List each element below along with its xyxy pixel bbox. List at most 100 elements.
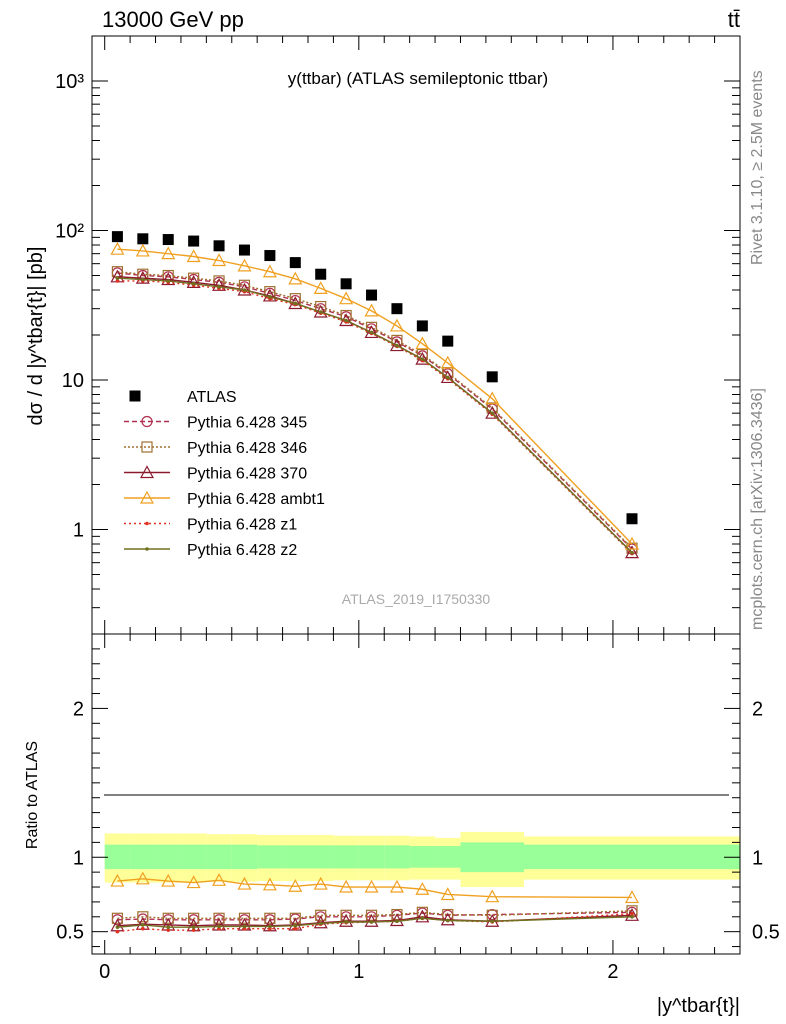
- data-point: [268, 295, 272, 299]
- data-point: [626, 513, 638, 525]
- data-point: [313, 915, 328, 929]
- uncertainty-band-inner: [130, 844, 156, 870]
- main-x-ticks: [104, 36, 741, 634]
- y-tick-label: 0.5: [752, 922, 780, 944]
- data-point: [420, 916, 425, 921]
- data-point: [141, 923, 145, 927]
- y-tick-label: 1: [752, 847, 763, 869]
- data-point: [115, 279, 120, 283]
- data-point: [166, 925, 171, 930]
- data-point: [191, 925, 196, 930]
- data-point: [366, 289, 378, 301]
- uncertainty-band-inner: [180, 844, 207, 870]
- data-point: [135, 243, 150, 257]
- data-point: [212, 278, 227, 291]
- data-point: [212, 253, 227, 267]
- series-pythia-6-428-ambt1: [110, 241, 640, 550]
- main-ylabel: dσ / d |y^tbar{t}| [pb]: [25, 247, 47, 426]
- data-point: [161, 272, 176, 286]
- data-point: [262, 918, 277, 932]
- data-point: [364, 303, 379, 317]
- data-point: [369, 330, 374, 335]
- data-point: [440, 355, 455, 369]
- y-tick-label: 0.5: [56, 922, 84, 944]
- data-point: [238, 912, 251, 924]
- data-point: [339, 291, 354, 305]
- data-point: [237, 876, 252, 890]
- x-tick-label: 1: [353, 961, 364, 983]
- uncertainty-band-inner: [257, 845, 283, 869]
- data-point: [313, 876, 328, 890]
- data-point: [186, 249, 201, 263]
- uncertainty-band-inner: [409, 846, 436, 868]
- ratio-series: [110, 871, 640, 934]
- legend-swatch-marker: [145, 547, 149, 551]
- ratio-frame: [91, 633, 741, 955]
- data-point: [115, 929, 120, 934]
- legend-item-pythia-6-428-z1: Pythia 6.428 z1: [124, 517, 297, 534]
- data-point: [630, 914, 634, 919]
- uncertainty-band-inner: [308, 845, 334, 869]
- data-point: [166, 928, 171, 932]
- data-point: [313, 281, 328, 294]
- uncertainty-band-inner: [524, 844, 740, 870]
- data-point: [364, 914, 379, 927]
- data-point: [415, 336, 430, 350]
- data-point: [315, 268, 327, 280]
- legend-swatch-marker: [129, 390, 141, 402]
- data-point: [191, 928, 196, 932]
- data-point: [264, 912, 276, 924]
- data-point: [369, 920, 374, 924]
- data-point: [191, 282, 196, 286]
- legend-item-pythia-6-428-345: Pythia 6.428 345: [124, 415, 307, 432]
- data-point: [485, 405, 500, 419]
- series-line-pythia-6-428-346: [117, 271, 633, 549]
- data-point: [485, 889, 500, 903]
- data-point: [395, 919, 399, 924]
- y-tick-label: 10³: [55, 71, 84, 93]
- uncertainty-band-inner: [155, 844, 181, 870]
- legend-swatch-marker: [139, 465, 155, 479]
- data-point: [340, 278, 352, 290]
- series-line-pythia-6-428-ambt1: [117, 878, 633, 899]
- legend-swatch-marker: [141, 415, 153, 428]
- data-point: [237, 258, 252, 272]
- legend-label: Pythia 6.428 346: [187, 440, 307, 457]
- series-line-pythia-6-428-z2: [117, 916, 633, 928]
- data-point: [111, 912, 124, 924]
- data-point: [445, 375, 450, 380]
- series-line-pythia-6-428-345: [117, 272, 633, 550]
- legend-label: Pythia 6.428 ambt1: [187, 491, 325, 508]
- data-point: [242, 924, 247, 929]
- data-point: [318, 921, 323, 926]
- data-point: [442, 335, 454, 347]
- data-point: [289, 912, 301, 924]
- ratio-panel: Ratio to ATLAS 0.5 0.5 1 1 2 2 0 1 2 |y^tbar{t}…: [24, 633, 780, 1017]
- data-point: [141, 926, 145, 931]
- side-label-top: Rivet 3.1.10, ≥ 2.5M events: [749, 70, 766, 265]
- y-tick-label: 10: [62, 370, 84, 392]
- uncertainty-band-inner: [282, 845, 308, 869]
- data-point: [135, 871, 150, 885]
- data-point: [445, 918, 450, 923]
- uncertainty-band-inner: [384, 845, 410, 869]
- data-point: [624, 545, 640, 559]
- data-point: [344, 318, 348, 323]
- x-tick-label: 2: [607, 961, 618, 983]
- uncertainty-band-inner: [460, 842, 524, 873]
- ratio-x-axis: 0 1 2: [99, 634, 741, 983]
- uncertainty-band-inner: [358, 845, 385, 869]
- uncertainty-band-inner: [231, 844, 258, 870]
- series-pythia-6-428-346: [111, 905, 638, 924]
- legend-item-pythia-6-428-346: Pythia 6.428 346: [124, 440, 307, 457]
- data-point: [213, 912, 225, 924]
- data-point: [624, 536, 640, 550]
- main-series: [110, 231, 640, 559]
- series-pythia-6-428-z2: [115, 914, 634, 930]
- data-point: [440, 912, 455, 926]
- data-point: [137, 233, 149, 245]
- data-point: [389, 913, 404, 927]
- series-line-pythia-6-428-z2: [117, 277, 633, 554]
- uncertainty-band-inner: [104, 844, 131, 870]
